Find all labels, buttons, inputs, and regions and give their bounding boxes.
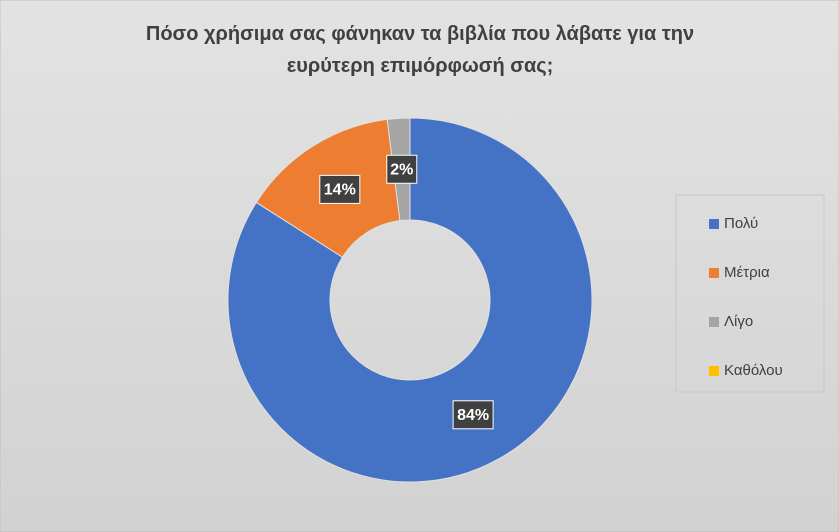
data-label: 2%	[390, 161, 413, 178]
data-label: 14%	[324, 182, 356, 199]
legend-swatch	[709, 366, 719, 376]
legend-label: Μέτρια	[724, 264, 770, 281]
data-label-box	[386, 154, 418, 184]
legend-swatch	[709, 268, 719, 278]
slice	[227, 117, 593, 483]
legend-swatch	[709, 219, 719, 229]
legend-label: Λίγο	[724, 313, 753, 330]
data-label-box	[452, 400, 494, 430]
chart-title: Πόσο χρήσιμα σας φάνηκαν τα βιβλία που λ…	[145, 23, 695, 77]
data-label: 84%	[457, 407, 489, 424]
legend-swatch	[709, 317, 719, 327]
legend-label: Καθόλου	[724, 362, 783, 379]
data-label-box	[319, 174, 361, 204]
legend-box	[675, 194, 825, 393]
legend-label: Πολύ	[724, 215, 758, 232]
